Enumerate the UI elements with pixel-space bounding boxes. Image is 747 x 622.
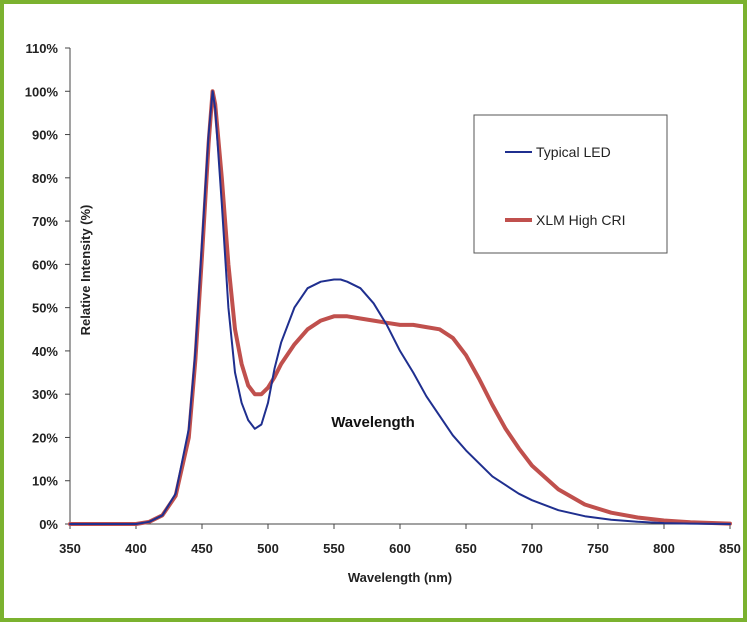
legend-label-xlm-high-cri: XLM High CRI <box>536 212 625 228</box>
x-tick-label: 750 <box>587 541 609 556</box>
y-axis-title: Relative Intensity (%) <box>78 205 93 336</box>
x-tick-label: 400 <box>125 541 147 556</box>
y-tick-label: 100% <box>25 84 59 99</box>
x-tick-label: 600 <box>389 541 411 556</box>
y-tick-label: 0% <box>39 517 58 532</box>
y-tick-label: 70% <box>32 214 58 229</box>
axes: 0% 10% 20% 30% 40% 50% 60% 70% 80% 90% 100% 110% 350… <box>25 41 741 556</box>
x-tick-label: 850 <box>719 541 741 556</box>
x-axis-title: Wavelength (nm) <box>348 570 452 585</box>
x-tick-label: 700 <box>521 541 543 556</box>
y-tick-label: 10% <box>32 474 58 489</box>
series-layer <box>68 89 732 526</box>
x-tick-label: 450 <box>191 541 213 556</box>
wavelength-annotation: Wavelength <box>331 414 415 431</box>
x-tick-label: 550 <box>323 541 345 556</box>
y-tick-label: 110% <box>25 41 58 56</box>
y-tick-label: 30% <box>32 387 58 402</box>
legend-label-typical-led: Typical LED <box>536 144 611 160</box>
y-tick-label: 60% <box>32 257 58 272</box>
legend-box <box>473 114 668 254</box>
x-tick-label: 650 <box>455 541 477 556</box>
y-tick-label: 80% <box>32 171 58 186</box>
series-line-typical-led <box>69 90 731 525</box>
y-tick-label: 50% <box>32 301 58 316</box>
x-tick-label: 500 <box>257 541 279 556</box>
legend: Typical LED XLM High CRI <box>473 114 668 254</box>
x-tick-label: 350 <box>59 541 81 556</box>
y-tick-label: 90% <box>32 128 58 143</box>
x-tick-label: 800 <box>653 541 675 556</box>
y-tick-label: 20% <box>32 430 58 445</box>
y-tick-label: 40% <box>32 344 58 359</box>
